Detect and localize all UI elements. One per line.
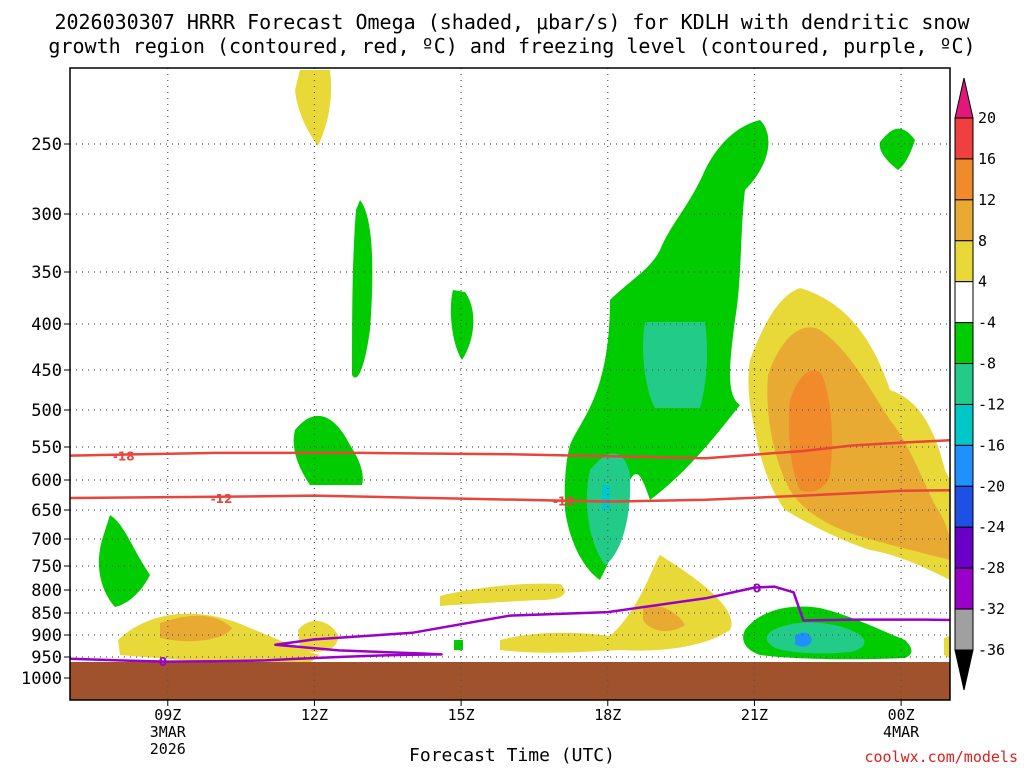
contour-label: -18 — [113, 450, 135, 464]
colorbar-top-arrow — [954, 77, 974, 119]
colorbar-swatch — [954, 158, 974, 201]
x-tick-label: 18Z — [594, 706, 621, 724]
y-tick-label: 250 — [31, 135, 62, 155]
omega-region-green — [454, 640, 463, 650]
x-tick-label: 2026 — [150, 740, 186, 758]
y-tick-label: 500 — [31, 401, 62, 421]
colorbar-swatch — [954, 567, 974, 610]
omega-shading — [98, 70, 950, 670]
colorbar-swatch — [954, 117, 974, 160]
colorbar-label: -8 — [978, 355, 996, 373]
contour-0 — [69, 585, 951, 663]
omega-region-orange — [643, 605, 685, 632]
y-tick-label: 750 — [31, 557, 62, 577]
y-tick-label: 700 — [31, 530, 62, 550]
colorbar-label: -32 — [978, 600, 1005, 618]
contour-label: 0 — [753, 582, 761, 596]
omega-region-green — [293, 415, 363, 485]
colorbar-swatch — [954, 485, 974, 528]
colorbar-label: 12 — [978, 191, 996, 209]
x-tick-label: 12Z — [301, 706, 328, 724]
x-tick-label: 00Z — [888, 706, 915, 724]
omega-region-blue — [795, 632, 812, 647]
omega-region-green — [98, 515, 150, 607]
colorbar-swatch — [954, 199, 974, 242]
contours: -18 -12 0 0 -12 — [69, 439, 951, 669]
chart-title-line-1: 2026030307 HRRR Forecast Omega (shaded, … — [54, 10, 970, 34]
contour-label: 0 — [159, 655, 167, 669]
colorbar-label: 8 — [978, 232, 987, 250]
colorbar-swatch — [954, 608, 974, 651]
y-tick-label: 450 — [31, 361, 62, 381]
colorbar-label: -4 — [978, 314, 996, 332]
y-tick-label: 800 — [31, 581, 62, 601]
x-tick-label: 21Z — [741, 706, 768, 724]
y-tick-label: 950 — [31, 648, 62, 668]
colorbar-swatch — [954, 240, 974, 283]
y-tick-label: 350 — [31, 263, 62, 283]
y-tick-label: 600 — [31, 471, 62, 491]
y-tick-label: 850 — [31, 604, 62, 624]
chart-title-line-2: growth region (contoured, red, ºC) and f… — [48, 34, 976, 58]
credit-text[interactable]: coolwx.com/models — [864, 748, 1018, 766]
omega-region-yellow — [440, 583, 565, 606]
x-tick-label: 3MAR — [150, 723, 187, 741]
omega-region-green — [450, 290, 474, 360]
x-tick-label: 4MAR — [883, 723, 920, 741]
contour-label: -12 — [211, 492, 233, 506]
plot-frame — [69, 67, 951, 701]
y-tick-label: 1000 — [21, 669, 62, 689]
omega-region-orange-dark — [788, 370, 833, 492]
y-tick-label: 650 — [31, 501, 62, 521]
colorbar-swatch — [954, 322, 974, 365]
colorbar-swatch — [954, 363, 974, 405]
omega-region-yellow — [298, 620, 339, 652]
omega-region-yellow — [944, 636, 950, 658]
colorbar-label: 20 — [978, 109, 996, 127]
colorbar-label: -12 — [978, 395, 1005, 413]
colorbar: 20 16 12 8 4 -4 -8 -12 -16 -20 -24 -28 -32 -36 — [954, 77, 1005, 691]
y-tick-label: 300 — [31, 205, 62, 225]
terrain — [70, 662, 950, 700]
omega-region-teal — [643, 322, 708, 408]
y-axis: 2503003504004505005506006507007508008509… — [21, 135, 70, 689]
colorbar-label: 4 — [978, 273, 987, 291]
omega-region-teal — [766, 622, 865, 654]
x-tick-label: 09Z — [154, 706, 181, 724]
omega-region-yellow — [500, 555, 732, 653]
colorbar-label: 16 — [978, 150, 996, 168]
colorbar-label: -24 — [978, 518, 1005, 536]
colorbar-label: -16 — [978, 436, 1005, 454]
x-axis-label: Forecast Time (UTC) — [409, 745, 615, 766]
colorbar-label: -28 — [978, 559, 1005, 577]
y-tick-label: 400 — [31, 315, 62, 335]
x-tick-label: 15Z — [448, 706, 475, 724]
colorbar-swatch — [954, 526, 974, 569]
colorbar-bottom-arrow — [954, 649, 974, 691]
contour--18 — [69, 439, 951, 460]
contour--12 — [69, 488, 951, 503]
colorbar-label: -20 — [978, 477, 1005, 495]
omega-region-yellow — [295, 70, 332, 146]
omega-region-green — [879, 128, 915, 170]
colorbar-label: -36 — [978, 641, 1005, 659]
y-tick-label: 900 — [31, 626, 62, 646]
colorbar-swatch — [954, 403, 974, 446]
contour-label: -12 — [553, 494, 575, 508]
colorbar-swatch — [954, 444, 974, 487]
omega-region-green — [352, 200, 373, 378]
omega-region-cyan — [602, 485, 610, 510]
colorbar-swatch — [954, 281, 974, 324]
y-tick-label: 550 — [31, 438, 62, 458]
